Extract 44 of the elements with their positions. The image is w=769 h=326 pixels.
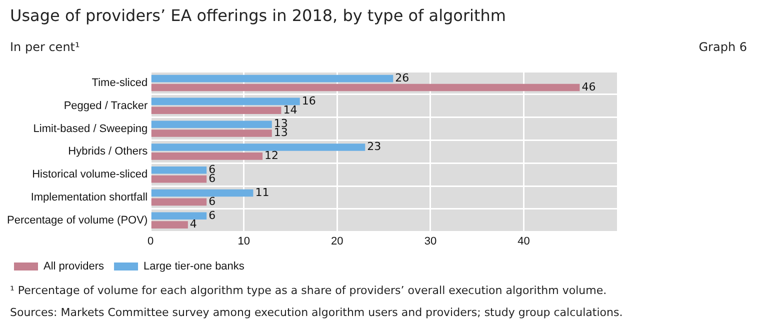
y-tick-label: Pegged / Tracker [64,100,148,112]
bar [151,212,207,220]
legend-label: All providers [44,260,105,273]
data-label: 14 [283,103,298,116]
data-label: 16 [302,94,316,108]
source-note: Sources: Markets Committee survey among execution algorithm users and providers; study group calculations. [10,306,623,319]
x-tick-label: 20 [331,235,344,248]
data-label: 6 [208,194,216,208]
bar [151,98,300,106]
data-label: 4 [190,218,197,231]
y-tick-label: Time-sliced [92,77,148,90]
bar [151,221,188,228]
bar [151,74,394,82]
text: ¹ Percentage of volume for each algorithm type as a share of providers’ overall execution algorithm volume. [10,284,607,297]
bar [151,120,272,128]
text: In per cent¹ [10,40,80,54]
y-tick-label: Percentage of volume (POV) [6,214,148,226]
bar [151,84,580,92]
x-tick-label: 30 [424,235,437,248]
x-tick-label: 40 [518,235,530,248]
bar [151,189,254,197]
bar [151,144,366,151]
y-tick-label: Hybrids / Others [68,146,148,158]
data-label: 46 [582,80,596,94]
data-label: 12 [264,149,279,162]
chart-title: Usage of providers’ EA offerings in 2018, by type of algorithm [10,6,506,25]
bar [151,175,207,183]
bar [151,166,207,174]
caption: Graph 6 [698,40,747,54]
y-tick-label: Limit-based / Sweeping [33,122,148,135]
data-label: 26 [395,71,410,84]
x-tick-label: 10 [238,235,250,248]
y-tick-label: Implementation shortfall [30,192,148,204]
data-label: 23 [367,140,382,154]
data-label: 6 [208,172,216,185]
x-tick-label: 0 [148,235,154,248]
data-label: 6 [208,208,216,222]
bar [151,152,263,160]
legend-label: Large tier-one banks [144,260,245,273]
data-label: 11 [255,186,270,199]
y-tick-label: Historical volume-sliced [32,168,148,181]
bar [151,198,207,206]
bar [151,106,282,114]
bar [151,130,272,137]
